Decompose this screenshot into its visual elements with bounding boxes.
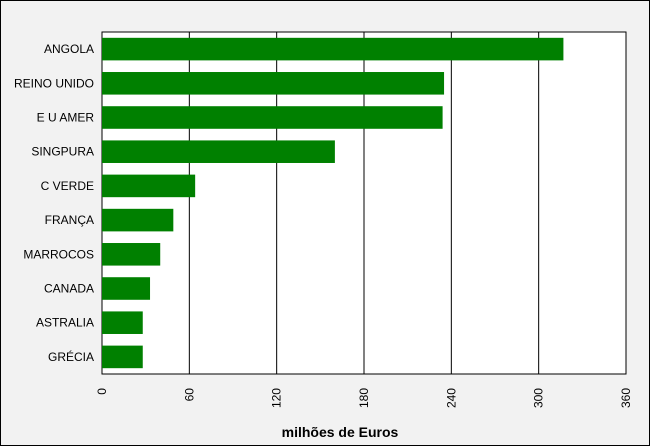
category-label: REINO UNIDO (14, 76, 94, 90)
x-tick-label: 180 (357, 388, 371, 408)
x-tick-labels: 0 60 120 180 240 300 360 (95, 388, 633, 408)
category-label: ANGOLA (44, 42, 94, 56)
bar-e-u-amer (102, 106, 443, 129)
category-label: CANADA (44, 282, 94, 296)
category-label: ASTRALIA (36, 316, 94, 330)
category-label: GRÉCIA (48, 349, 94, 364)
x-tick-label: 120 (270, 388, 284, 408)
bar-grécia (102, 345, 143, 369)
x-axis-title: milhões de Euros (282, 424, 399, 440)
bar-canada (102, 277, 151, 300)
x-tick-label: 300 (532, 388, 546, 408)
bar-angola (102, 37, 564, 61)
x-tick-label: 60 (182, 388, 196, 402)
category-label: E U AMER (37, 111, 95, 125)
bar-reino-unido (102, 72, 445, 95)
category-label: MARROCOS (23, 247, 94, 261)
bar-frança (102, 208, 174, 232)
bar-astralia (102, 311, 143, 334)
category-label: SINGPURA (31, 145, 94, 159)
category-label: FRANÇA (45, 213, 94, 227)
bars (102, 37, 564, 369)
bar-singpura (102, 140, 335, 163)
x-tick-label: 240 (444, 388, 458, 408)
category-labels: ANGOLA REINO UNIDO E U AMER SINGPURA C VERDE… (14, 42, 94, 364)
x-tick-label: 360 (619, 388, 633, 408)
bar-c-verde (102, 174, 196, 198)
category-label: C VERDE (41, 179, 94, 193)
x-tick-label: 0 (95, 388, 109, 395)
bar-marrocos (102, 243, 161, 266)
